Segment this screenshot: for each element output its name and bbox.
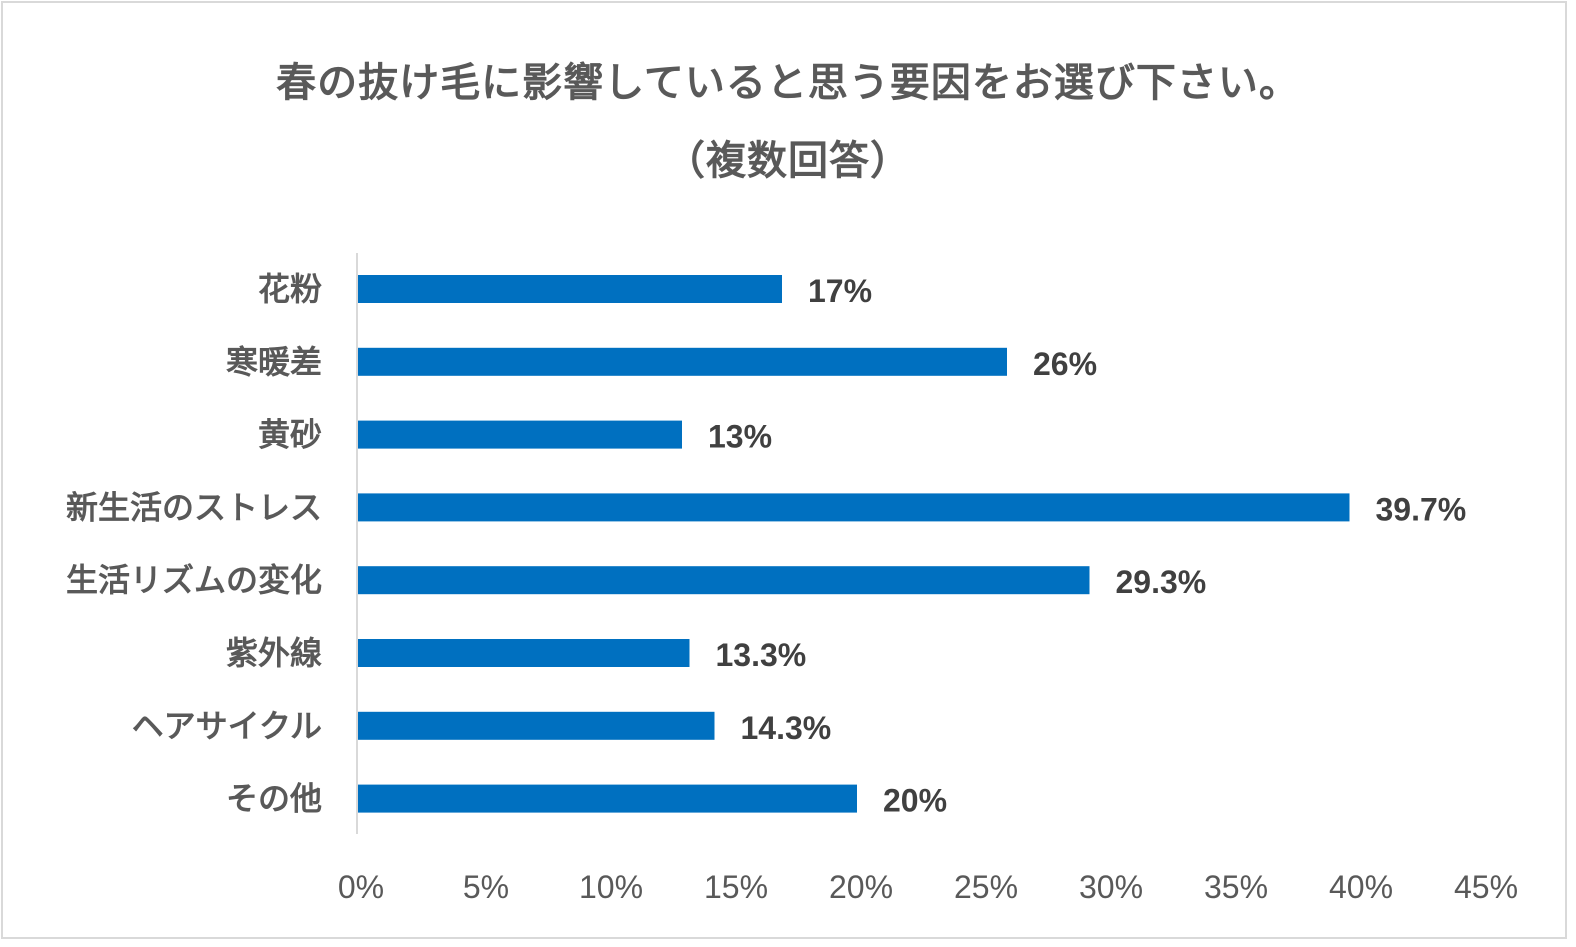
x-tick-label: 5% — [463, 869, 509, 905]
data-label: 14.3% — [741, 710, 832, 746]
bar-3 — [357, 420, 682, 449]
data-label: 29.3% — [1116, 564, 1207, 600]
x-tick-label: 30% — [1079, 869, 1143, 905]
category-label: 花粉 — [258, 270, 322, 308]
bar-4 — [357, 493, 1350, 522]
chart-title: 春の抜け毛に影響していると思う要因をお選び下さい。 — [276, 60, 1300, 106]
category-label: 生活リズムの変化 — [66, 561, 322, 599]
bar-7 — [357, 711, 715, 740]
x-tick-label: 20% — [829, 869, 893, 905]
data-label: 39.7% — [1376, 491, 1467, 527]
data-label: 20% — [883, 783, 947, 819]
data-label: 13.3% — [716, 637, 807, 673]
x-tick-label: 10% — [579, 869, 643, 905]
data-labels-group: 17% 26% 13% 39.7% 29.3% 13.3% 14.3% 20% — [708, 273, 1466, 819]
x-tick-label: 15% — [704, 869, 768, 905]
category-label: 新生活のストレス — [66, 488, 322, 526]
bar-6 — [357, 639, 690, 667]
bar-5 — [357, 566, 1090, 595]
category-label: 紫外線 — [226, 634, 322, 672]
bar-8 — [357, 784, 857, 813]
data-label: 13% — [708, 419, 772, 455]
data-label: 17% — [808, 273, 872, 309]
category-label: ヘアサイクル — [132, 707, 322, 745]
data-label: 26% — [1033, 346, 1097, 382]
x-tick-label: 0% — [338, 869, 384, 905]
bars-group — [357, 275, 1350, 813]
chart-subtitle: （複数回答） — [665, 138, 911, 184]
x-tick-label: 45% — [1454, 869, 1518, 905]
category-label: 黄砂 — [258, 416, 322, 454]
bar-1 — [357, 275, 782, 303]
x-tick-label: 35% — [1204, 869, 1268, 905]
x-tick-label: 25% — [954, 869, 1018, 905]
x-tick-labels-group: 0% 5% 10% 15% 20% 25% 30% 35% 40% 45% — [338, 869, 1518, 905]
bar-2 — [357, 347, 1007, 376]
x-tick-label: 40% — [1329, 869, 1393, 905]
category-label: その他 — [226, 780, 322, 818]
category-label: 寒暖差 — [226, 343, 322, 381]
